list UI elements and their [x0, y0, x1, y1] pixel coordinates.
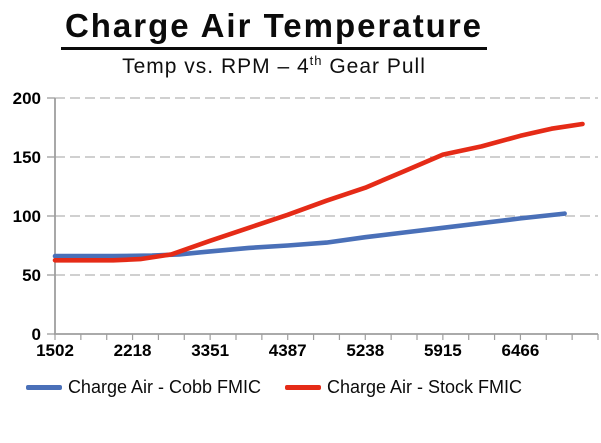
y-tick-label: 150 [13, 148, 41, 167]
chart-header: Charge Air Temperature Temp vs. RPM – 4t… [0, 0, 548, 79]
chart-subtitle-post: Gear Pull [322, 54, 426, 78]
legend-label-stock: Charge Air - Stock FMIC [327, 376, 523, 397]
x-tick-label: 5915 [424, 341, 462, 360]
x-tick-label: 5238 [346, 341, 384, 360]
chart-title: Charge Air Temperature [60, 8, 488, 50]
x-tick-label: 1502 [36, 341, 74, 360]
legend-item-cobb: Charge Air - Cobb FMIC [25, 376, 261, 398]
legend-line-swatch-stock [285, 384, 321, 390]
series-line-stock [52, 121, 585, 263]
y-tick-label: 200 [13, 89, 41, 108]
chart-subtitle-sup: th [309, 52, 323, 68]
chart-canvas: 0 50 100 150 200 1502 2218 3351 4387 5238 5915 6466 [13, 89, 599, 360]
chart-subtitle: Temp vs. RPM – 4th Gear Pull [0, 52, 548, 79]
legend-item-stock: Charge Air - Stock FMIC [285, 377, 522, 398]
chart-legend: Charge Air - Cobb FMIC Charge Air - Stoc… [0, 377, 548, 398]
x-tick-label: 4387 [269, 341, 307, 360]
y-tick-label: 0 [32, 325, 41, 344]
series-line-cobb [52, 210, 567, 259]
y-tick-label: 50 [22, 266, 41, 285]
x-tick-label: 3351 [191, 341, 229, 360]
y-tick-label: 100 [13, 207, 41, 226]
chart-subtitle-pre: Temp vs. RPM – 4 [122, 54, 310, 78]
x-tick-label: 2218 [114, 341, 152, 360]
x-tick-label: 6466 [502, 341, 540, 360]
legend-label-cobb: Charge Air - Cobb FMIC [67, 376, 261, 397]
legend-line-swatch-cobb [25, 384, 62, 390]
